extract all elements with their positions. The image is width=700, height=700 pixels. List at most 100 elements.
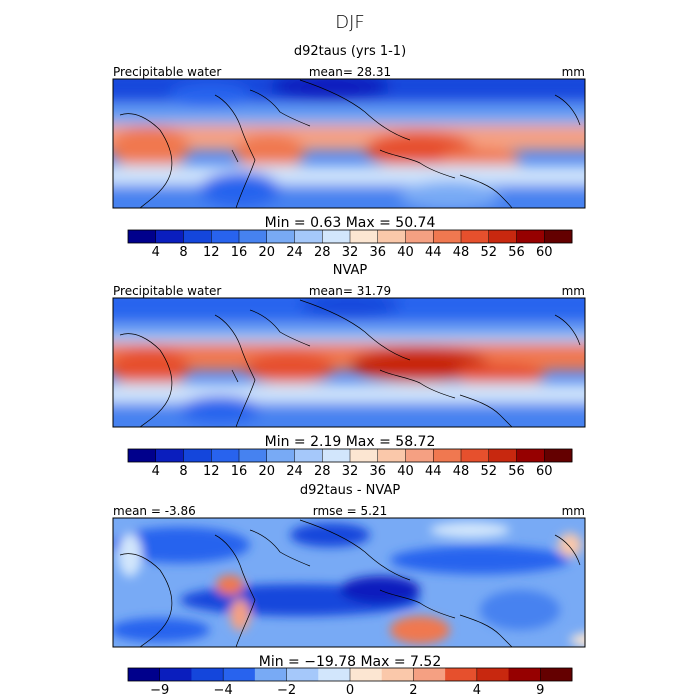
colorbar-tick-label: −4 [214,683,233,698]
colorbar-tick-label: −2 [277,683,296,698]
colorbar-bin [488,449,517,462]
map-frame [112,78,586,209]
colorbar-bin [239,449,268,462]
colorbar-bin [266,230,295,243]
coastlines [119,299,581,427]
colorbar: 4 8 12 16 20 24 28 32 36 40 44 48 52 56 60 [127,229,573,260]
colorbar-tick-label: 40 [397,245,414,260]
panel-mean-label: mean = -3.86 [113,504,196,518]
colorbar-bin [128,449,157,462]
colorbar-tick-label: 28 [314,245,331,260]
colorbar-tick-label: 4 [473,683,481,698]
colorbar-tick-label: 52 [480,464,497,479]
colorbar-tick-label: 8 [179,245,187,260]
difference-map [113,518,585,647]
colorbar-tick-label: 0 [346,683,354,698]
colorbar-bin [350,668,383,681]
min-max-label: Min = −19.78 Max = 7.52 [259,654,441,670]
min-max-label: Min = 2.19 Max = 58.72 [265,434,436,450]
panel-model: d92taus (yrs 1-1) Precipitable water mea… [112,44,586,260]
panel-units-label: mm [562,504,585,518]
colorbar-tick-label: 56 [508,464,525,479]
colorbar-bin [476,668,510,681]
colorbar-tick-label: 12 [203,245,220,260]
colorbar-tick-label: 60 [536,464,553,479]
colorbar-tick-label: 44 [425,245,442,260]
colorbar-bin [294,449,323,462]
panel-title: d92taus (yrs 1-1) [294,44,406,59]
colorbar-tick-label: 48 [453,464,470,479]
panel-units-label: mm [562,284,585,298]
colorbar-bin [128,230,157,243]
map-frame [112,297,586,428]
colorbar-bin [350,230,379,243]
colorbar: −9 −4 −2 0 2 4 9 [127,667,573,698]
colorbar-tick-label: 9 [536,683,544,698]
colorbar-tick-label: 24 [286,464,303,479]
panel-field-label: Precipitable water [113,284,221,298]
colorbar-tick-label: 48 [453,245,470,260]
colorbar-tick-label: 2 [409,683,417,698]
colorbar-bin [377,449,406,462]
colorbar-tick-label: 20 [258,245,275,260]
panel-mean-label: mean= 31.79 [309,284,391,298]
colorbar-bin [211,449,240,462]
colorbar-bin [191,668,224,681]
colorbar-tick-label: 16 [231,464,248,479]
colorbar: 4 8 12 16 20 24 28 32 36 40 44 48 52 56 60 [127,448,573,479]
colorbar-bin [461,449,490,462]
colorbar-bin [488,230,517,243]
panel-title: d92taus - NVAP [300,483,401,498]
colorbar-tick-label: 24 [286,245,303,260]
panel-difference: d92taus - NVAP mean = -3.86 rmse = 5.21 … [112,483,586,698]
colorbar-bin [128,668,161,681]
colorbar-bin [540,668,573,681]
colorbar-bin [239,230,268,243]
colorbar-bin [461,230,490,243]
coastlines [119,519,581,647]
colorbar-bin [223,668,256,681]
colorbar-tick-label: 36 [369,245,386,260]
colorbar-bin [405,449,434,462]
colorbar-bin [405,230,434,243]
colorbar-bin [377,230,406,243]
colorbar-bin [516,230,545,243]
colorbar-tick-label: 4 [152,464,160,479]
colorbar-tick-label: 52 [480,245,497,260]
colorbar-bin [286,668,319,681]
map-frame [112,517,586,648]
colorbar-tick-label: 12 [203,464,220,479]
colorbar-bin [266,449,295,462]
colorbar-bin [155,449,184,462]
colorbar-bin [413,668,446,681]
panel-title: NVAP [333,263,368,278]
colorbar-bin [294,230,323,243]
colorbar-tick-label: 56 [508,245,525,260]
colorbar-bin [508,668,541,681]
colorbar-tick-label: 44 [425,464,442,479]
panel-rmse-label: rmse = 5.21 [313,504,387,518]
colorbar-bin [433,230,462,243]
colorbar-tick-label: 28 [314,464,331,479]
panel-units-label: mm [562,65,585,79]
colorbar-bin [322,449,351,462]
colorbar-bin [516,449,545,462]
colorbar-bin [350,449,379,462]
colorbar-bin [159,668,192,681]
precipitable-water-map [113,298,585,427]
panel-field-label: Precipitable water [113,65,221,79]
colorbar-tick-label: 32 [342,245,359,260]
colorbar-bin [211,230,240,243]
colorbar-tick-label: 16 [231,245,248,260]
colorbar-tick-label: −9 [150,683,169,698]
colorbar-bin [183,230,212,243]
colorbar-bin [155,230,184,243]
coastlines [119,79,581,208]
colorbar-tick-label: 32 [342,464,359,479]
figure-title: DJF [335,12,365,33]
colorbar-tick-label: 36 [369,464,386,479]
colorbar-tick-label: 20 [258,464,275,479]
colorbar-tick-label: 40 [397,464,414,479]
colorbar-bin [445,668,478,681]
